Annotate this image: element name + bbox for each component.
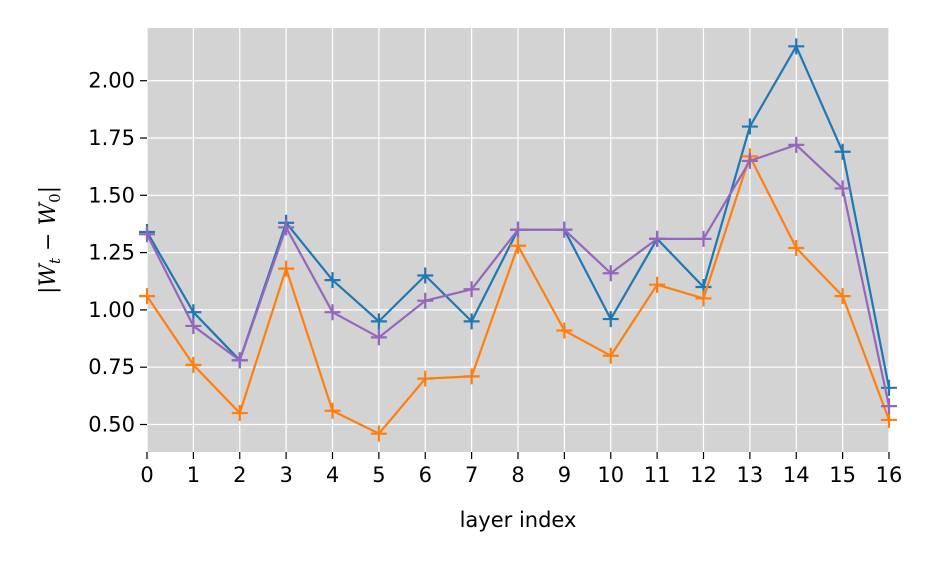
x-tick-label: 2: [233, 463, 246, 487]
series-layer: [139, 38, 897, 442]
y-tick-label: 1.00: [88, 298, 135, 322]
data-point-marker: [278, 260, 295, 277]
series-2: [139, 136, 897, 415]
data-point-marker: [602, 265, 619, 282]
data-point-marker: [370, 425, 387, 442]
data-point-marker: [834, 180, 851, 197]
data-point-marker: [649, 276, 666, 293]
data-point-marker: [881, 398, 897, 415]
data-point-marker: [463, 281, 480, 298]
data-point-marker: [463, 313, 480, 330]
x-tick-label: 12: [690, 463, 717, 487]
y-tick-label: 2.00: [88, 69, 135, 93]
data-point-marker: [370, 329, 387, 346]
data-point-marker: [834, 143, 851, 160]
series-1: [139, 148, 897, 442]
x-axis-ticks: 0 1 2 3 4 5 6 7 8 9 10 11 12 13 14 15 16: [140, 452, 902, 487]
data-point-marker: [510, 221, 526, 238]
data-point-marker: [695, 290, 712, 307]
y-axis-label: |Wt − W0|: [36, 186, 64, 294]
x-tick-label: 5: [372, 463, 385, 487]
data-point-marker: [649, 230, 666, 247]
y-label-bar-right: |: [36, 186, 61, 193]
data-point-marker: [788, 38, 805, 55]
x-tick-label: 4: [326, 463, 339, 487]
data-point-marker: [788, 240, 805, 257]
data-point-marker: [231, 352, 248, 369]
data-point-marker: [881, 379, 897, 396]
x-axis-label: layer index: [460, 508, 577, 532]
y-label-w1: W: [36, 262, 61, 287]
data-point-marker: [231, 405, 248, 422]
data-point-marker: [741, 118, 758, 135]
data-point-marker: [788, 136, 805, 153]
y-label-w2: W: [36, 201, 61, 226]
y-label-bar-left: |: [36, 287, 61, 294]
y-tick-label: 1.50: [88, 183, 135, 207]
data-point-marker: [278, 219, 295, 236]
y-tick-label: 0.75: [88, 355, 135, 379]
y-label-minus: −: [36, 226, 61, 258]
x-tick-label: 14: [783, 463, 810, 487]
x-tick-label: 6: [419, 463, 432, 487]
data-point-marker: [834, 288, 851, 305]
x-tick-label: 3: [279, 463, 292, 487]
data-point-marker: [185, 356, 202, 373]
data-point-marker: [741, 152, 758, 169]
x-tick-label: 9: [558, 463, 571, 487]
data-point-marker: [510, 237, 526, 254]
grid-lines: [146, 28, 890, 452]
x-tick-label: 8: [511, 463, 524, 487]
data-point-marker: [463, 368, 480, 385]
data-point-marker: [139, 226, 155, 243]
y-tick-label: 1.75: [88, 126, 135, 150]
data-point-marker: [556, 322, 573, 339]
data-point-marker: [139, 288, 155, 305]
y-tick-label: 1.25: [88, 241, 135, 265]
data-point-marker: [324, 304, 341, 321]
y-axis-ticks: 0.50 0.75 1.00 1.25 1.50 1.75 2.00: [88, 69, 147, 436]
y-tick-label: 0.50: [88, 412, 135, 436]
x-tick-label: 0: [140, 463, 153, 487]
x-tick-label: 11: [644, 463, 671, 487]
data-point-marker: [417, 292, 434, 309]
x-tick-label: 15: [829, 463, 856, 487]
x-tick-label: 1: [187, 463, 200, 487]
y-label-sub1: t: [46, 257, 64, 264]
data-point-marker: [881, 411, 897, 428]
data-point-marker: [185, 317, 202, 334]
data-point-marker: [695, 230, 712, 247]
data-point-marker: [417, 370, 434, 387]
data-point-marker: [602, 311, 619, 328]
data-point-marker: [324, 272, 341, 289]
data-point-marker: [370, 313, 387, 330]
y-label-sub2: 0: [46, 193, 64, 203]
data-point-marker: [417, 267, 434, 284]
data-point-marker: [602, 347, 619, 364]
x-tick-label: 7: [465, 463, 478, 487]
x-tick-label: 10: [597, 463, 624, 487]
data-point-marker: [556, 221, 573, 238]
data-point-marker: [324, 402, 341, 419]
data-point-marker: [185, 304, 202, 321]
x-tick-label: 16: [876, 463, 903, 487]
x-tick-label: 13: [737, 463, 764, 487]
